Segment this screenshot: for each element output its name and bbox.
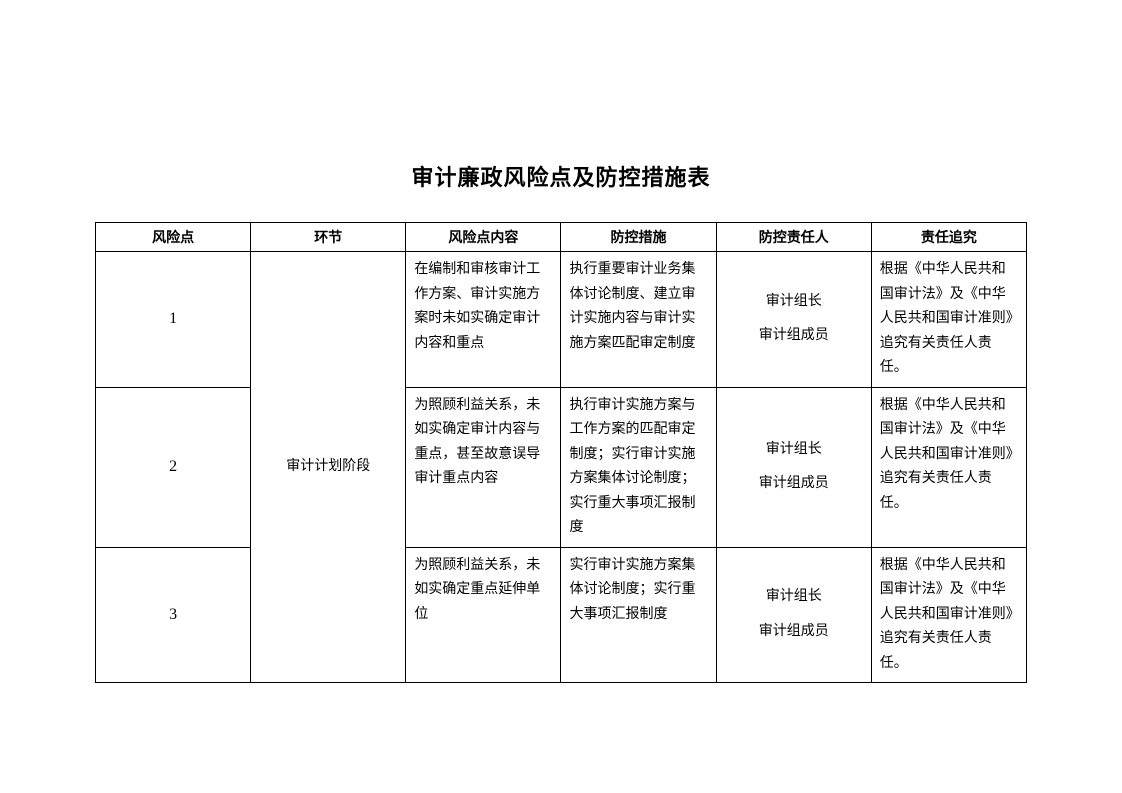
cell-index: 2 xyxy=(96,387,251,547)
th-measure: 防控措施 xyxy=(561,223,716,252)
page-title: 审计廉政风险点及防控措施表 xyxy=(0,160,1122,192)
cell-index: 3 xyxy=(96,547,251,683)
cell-measure: 执行审计实施方案与工作方案的匹配审定制度；实行审计实施方案集体讨论制度；实行重大… xyxy=(561,387,716,547)
cell-acc: 根据《中华人民共和国审计法》及《中华人民共和国审计准则》追究有关责任人责任。 xyxy=(871,252,1026,388)
cell-measure: 实行审计实施方案集体讨论制度；实行重大事项汇报制度 xyxy=(561,547,716,683)
cell-content: 为照顾利益关系，未如实确定重点延伸单位 xyxy=(406,547,561,683)
th-index: 风险点 xyxy=(96,223,251,252)
table-row: 2 为照顾利益关系，未如实确定审计内容与重点，甚至故意误导审计重点内容 执行审计… xyxy=(96,387,1027,547)
person-line1: 审计组长 xyxy=(725,438,863,463)
table-row: 1 审计计划阶段 在编制和审核审计工作方案、审计实施方案时未如实确定审计内容和重… xyxy=(96,252,1027,388)
person-line1: 审计组长 xyxy=(725,290,863,315)
table-header-row: 风险点 环节 风险点内容 防控措施 防控责任人 责任追究 xyxy=(96,223,1027,252)
th-phase: 环节 xyxy=(251,223,406,252)
cell-acc: 根据《中华人民共和国审计法》及《中华人民共和国审计准则》追究有关责任人责任。 xyxy=(871,387,1026,547)
person-line1: 审计组长 xyxy=(725,585,863,610)
cell-measure: 执行重要审计业务集体讨论制度、建立审计实施内容与审计实施方案匹配审定制度 xyxy=(561,252,716,388)
cell-acc: 根据《中华人民共和国审计法》及《中华人民共和国审计准则》追究有关责任人责任。 xyxy=(871,547,1026,683)
th-acc: 责任追究 xyxy=(871,223,1026,252)
table-wrapper: 风险点 环节 风险点内容 防控措施 防控责任人 责任追究 1 审计计划阶段 在编… xyxy=(95,222,1027,683)
cell-person: 审计组长 审计组成员 xyxy=(716,252,871,388)
table-row: 3 为照顾利益关系，未如实确定重点延伸单位 实行审计实施方案集体讨论制度；实行重… xyxy=(96,547,1027,683)
th-person: 防控责任人 xyxy=(716,223,871,252)
person-line2: 审计组成员 xyxy=(725,324,863,349)
cell-index: 1 xyxy=(96,252,251,388)
cell-phase: 审计计划阶段 xyxy=(251,252,406,683)
th-content: 风险点内容 xyxy=(406,223,561,252)
cell-content: 为照顾利益关系，未如实确定审计内容与重点，甚至故意误导审计重点内容 xyxy=(406,387,561,547)
cell-person: 审计组长 审计组成员 xyxy=(716,387,871,547)
person-line2: 审计组成员 xyxy=(725,620,863,645)
cell-content: 在编制和审核审计工作方案、审计实施方案时未如实确定审计内容和重点 xyxy=(406,252,561,388)
risk-table: 风险点 环节 风险点内容 防控措施 防控责任人 责任追究 1 审计计划阶段 在编… xyxy=(95,222,1027,683)
page-container: 审计廉政风险点及防控措施表 风险点 环节 风险点内容 防控措施 防控责任人 责任… xyxy=(0,0,1122,793)
person-line2: 审计组成员 xyxy=(725,472,863,497)
cell-person: 审计组长 审计组成员 xyxy=(716,547,871,683)
